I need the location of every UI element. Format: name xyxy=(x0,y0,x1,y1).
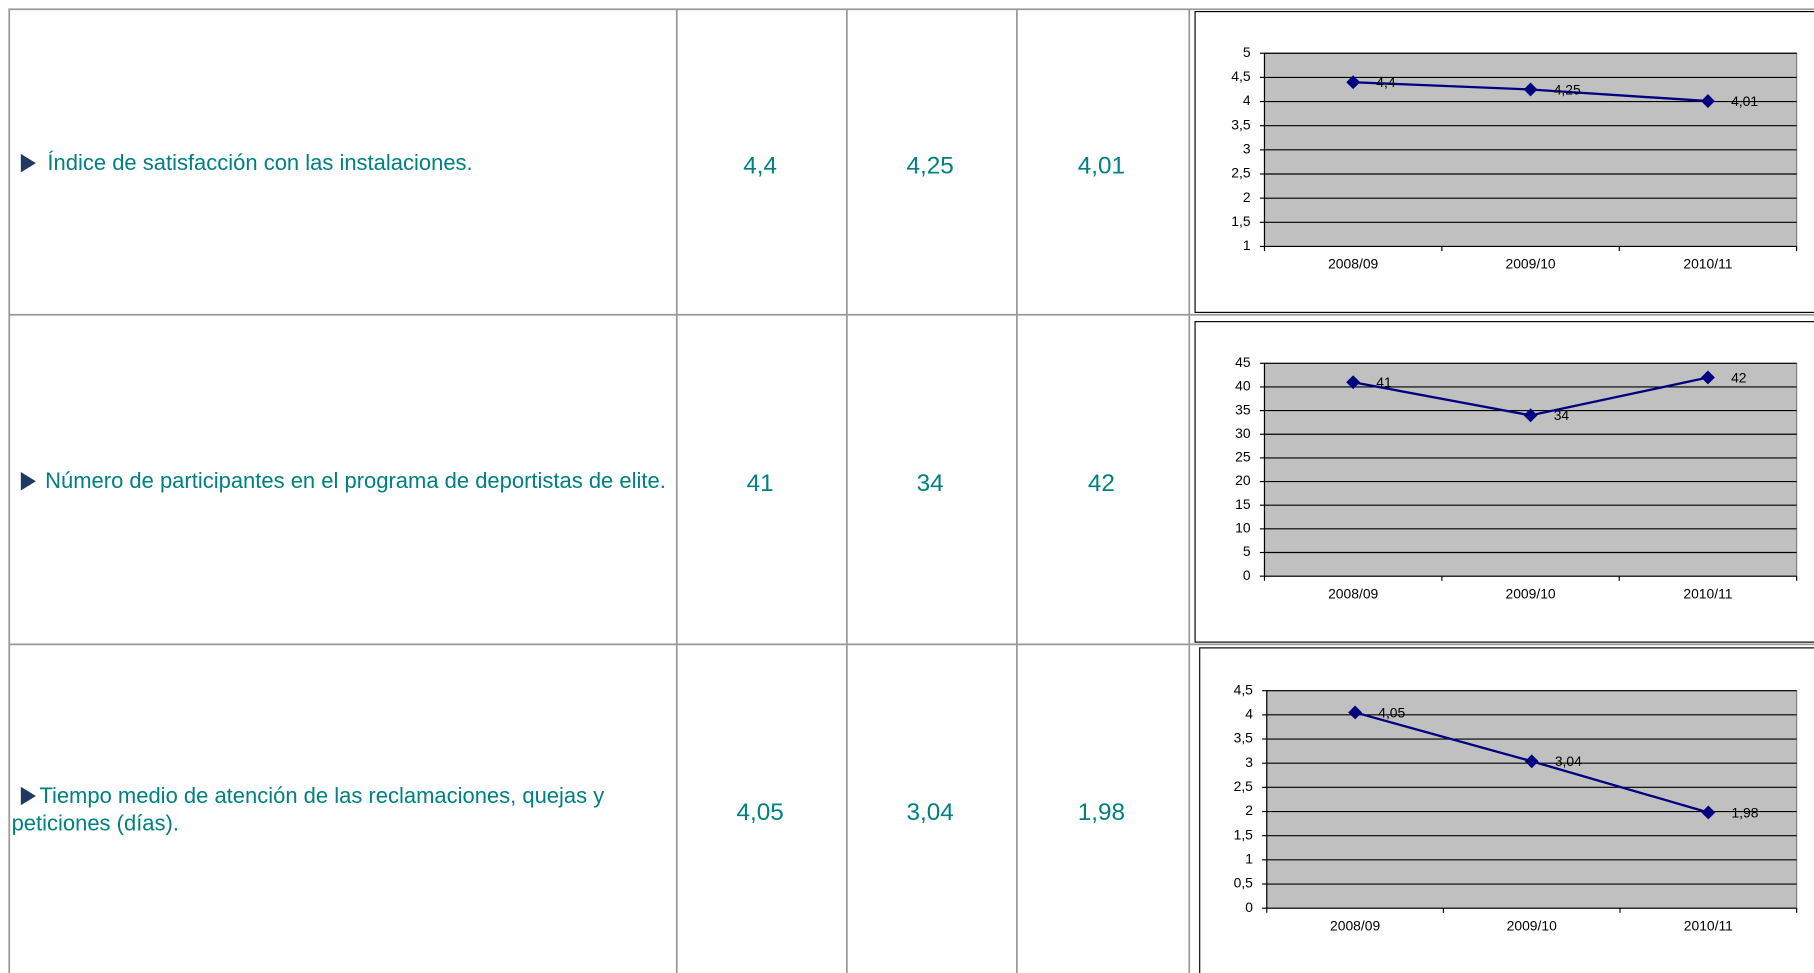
y-tick-label: 5 xyxy=(1243,543,1251,559)
data-label: 1,98 xyxy=(1731,804,1758,820)
y-tick-label: 25 xyxy=(1235,449,1251,465)
data-point xyxy=(1346,375,1361,390)
label-cell: Tiempo medio de atención de las reclamac… xyxy=(12,644,677,973)
value-cell: 42 xyxy=(1088,470,1115,497)
label-text-block: Índice de satisfacción con las instalaci… xyxy=(12,150,473,178)
label-text-block: Tiempo medio de atención de las reclamac… xyxy=(12,783,677,839)
x-tick-label: 2009/10 xyxy=(1505,585,1555,601)
value-cell: 34 xyxy=(917,470,944,497)
value-cell: 4,05 xyxy=(736,799,783,826)
data-point xyxy=(1348,705,1363,720)
label-cell: Número de participantes en el programa d… xyxy=(12,315,677,645)
value-cell: 4,25 xyxy=(907,153,954,180)
y-tick-label: 20 xyxy=(1235,472,1251,488)
value-cell: 1,98 xyxy=(1078,799,1125,826)
y-tick-label: 4,5 xyxy=(1231,68,1251,84)
y-tick-label: 1,5 xyxy=(1234,826,1254,842)
value-cell: 3,04 xyxy=(907,799,954,826)
y-tick-label: 3 xyxy=(1245,754,1253,770)
x-tick-label: 2010/11 xyxy=(1683,256,1732,272)
indicator-label: Índice de satisfacción con las instalaci… xyxy=(47,151,473,176)
x-tick-label: 2008/09 xyxy=(1330,917,1380,933)
y-tick-label: 2 xyxy=(1245,802,1253,818)
y-tick-label: 3 xyxy=(1243,141,1251,157)
indicator-label: Número de participantes en el programa d… xyxy=(45,469,666,494)
data-point xyxy=(1524,754,1539,769)
y-tick-label: 3,5 xyxy=(1231,116,1251,132)
data-label: 3,04 xyxy=(1555,753,1582,769)
label-wrap: Número de participantes en el programa d… xyxy=(12,315,677,645)
bullet-arrow xyxy=(20,786,36,806)
indicator-label: Tiempo medio de atención de las reclamac… xyxy=(11,784,605,837)
value-cell: 4,4 xyxy=(743,153,777,180)
y-tick-label: 2,5 xyxy=(1231,165,1251,181)
value-cell: 4,01 xyxy=(1078,153,1125,180)
x-tick-label: 2010/11 xyxy=(1683,585,1732,601)
y-tick-label: 1 xyxy=(1243,237,1251,253)
label-wrap: Índice de satisfacción con las instalaci… xyxy=(12,9,677,314)
bullet-arrow xyxy=(20,471,36,490)
table-borders xyxy=(8,8,1814,973)
y-tick-label: 5 xyxy=(1243,44,1251,60)
y-tick-label: 30 xyxy=(1235,425,1251,441)
y-tick-label: 4,5 xyxy=(1234,681,1254,697)
plot-area xyxy=(1263,362,1798,577)
y-tick-label: 0 xyxy=(1245,899,1253,915)
x-tick-label: 2010/11 xyxy=(1684,917,1733,933)
y-tick-label: 2 xyxy=(1243,189,1251,205)
data-label: 4,01 xyxy=(1731,93,1758,109)
table-frame xyxy=(8,8,1814,973)
data-point xyxy=(1701,370,1715,385)
data-point xyxy=(1701,94,1715,109)
bullet-arrow xyxy=(20,153,36,173)
x-tick-label: 2008/09 xyxy=(1328,585,1378,601)
data-point xyxy=(1701,805,1716,820)
data-label: 4,05 xyxy=(1378,704,1405,720)
label-cell: Índice de satisfacción con las instalaci… xyxy=(12,9,677,314)
plot-area xyxy=(1266,690,1798,909)
x-tick-label: 2009/10 xyxy=(1505,256,1555,272)
label-text-block: Número de participantes en el programa d… xyxy=(12,468,666,496)
y-tick-label: 1 xyxy=(1245,851,1253,867)
value-cell: 41 xyxy=(747,470,774,497)
data-point xyxy=(1523,408,1538,423)
y-tick-label: 4 xyxy=(1245,706,1253,722)
data-point xyxy=(1346,75,1361,90)
data-label: 42 xyxy=(1731,369,1747,385)
y-tick-label: 15 xyxy=(1235,496,1251,512)
x-tick-label: 2009/10 xyxy=(1507,917,1557,933)
y-tick-label: 45 xyxy=(1235,354,1251,370)
y-tick-label: 2,5 xyxy=(1234,778,1254,794)
y-tick-label: 1,5 xyxy=(1231,213,1251,229)
data-label: 4,4 xyxy=(1376,74,1396,90)
y-tick-label: 0,5 xyxy=(1234,875,1254,891)
y-tick-label: 0 xyxy=(1243,567,1251,583)
y-tick-label: 3,5 xyxy=(1234,730,1254,746)
y-tick-label: 10 xyxy=(1235,520,1251,536)
y-tick-label: 40 xyxy=(1235,378,1251,394)
data-label: 4,25 xyxy=(1554,81,1581,97)
y-tick-label: 4 xyxy=(1243,92,1251,108)
data-label: 41 xyxy=(1376,374,1392,390)
data-label: 34 xyxy=(1554,407,1570,423)
label-wrap: Tiempo medio de atención de las reclamac… xyxy=(12,644,677,973)
x-tick-label: 2008/09 xyxy=(1328,256,1378,272)
data-point xyxy=(1523,82,1538,97)
y-tick-label: 35 xyxy=(1235,401,1251,417)
